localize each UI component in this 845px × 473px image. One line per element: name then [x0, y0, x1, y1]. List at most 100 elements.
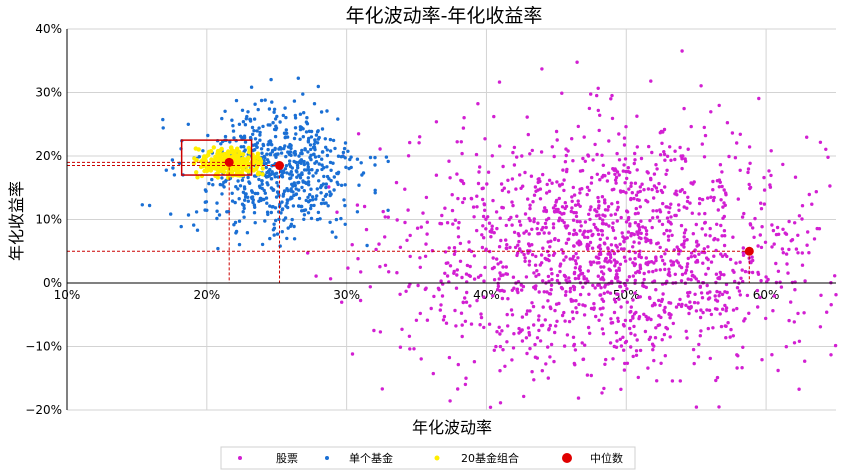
- stock-point: [359, 270, 363, 274]
- stock-point: [613, 178, 618, 182]
- stock-point: [581, 232, 585, 237]
- stock-point: [567, 319, 572, 324]
- stock-point: [571, 185, 575, 190]
- stock-point: [802, 311, 806, 315]
- stock-point: [447, 355, 452, 360]
- stock-point: [538, 263, 542, 267]
- stock-point: [547, 292, 552, 296]
- single-fund-point: [192, 223, 196, 227]
- stock-point: [415, 226, 420, 230]
- stock-point: [462, 197, 467, 201]
- stock-point: [540, 228, 544, 232]
- stock-point: [553, 308, 557, 313]
- stock-point: [739, 276, 743, 280]
- stock-point: [665, 228, 669, 233]
- stock-point: [680, 157, 684, 161]
- stock-point: [794, 247, 799, 251]
- stock-point: [418, 256, 422, 260]
- single-fund-point: [234, 98, 239, 103]
- stock-point: [565, 167, 569, 172]
- stock-point: [508, 245, 512, 250]
- stock-point: [562, 310, 566, 315]
- stock-point: [603, 362, 607, 366]
- stock-point: [525, 351, 529, 356]
- stock-point: [527, 259, 532, 263]
- stock-point: [777, 232, 781, 236]
- single-fund-point: [260, 151, 264, 155]
- portfolio-point: [219, 146, 224, 152]
- stock-point: [673, 272, 677, 276]
- stock-point: [619, 344, 624, 348]
- stock-point: [671, 321, 675, 326]
- stock-point: [699, 84, 703, 88]
- stock-point: [558, 269, 562, 274]
- stock-point: [455, 172, 459, 176]
- stock-point: [511, 203, 515, 208]
- stock-point: [484, 227, 488, 231]
- stock-point: [770, 353, 774, 357]
- stock-point: [660, 338, 664, 342]
- single-fund-point: [252, 211, 257, 215]
- stock-point: [644, 239, 648, 244]
- single-fund-point: [254, 144, 258, 148]
- single-fund-point: [296, 166, 300, 170]
- stock-point: [751, 258, 755, 263]
- stock-point: [555, 180, 559, 184]
- stock-point: [680, 49, 684, 53]
- stock-point: [547, 253, 551, 258]
- single-fund-point: [284, 204, 288, 208]
- stock-point: [760, 225, 764, 229]
- stock-point: [825, 310, 829, 314]
- stock-point: [565, 333, 570, 337]
- stock-point: [523, 259, 527, 263]
- single-fund-point: [233, 200, 237, 205]
- stock-point: [460, 275, 464, 280]
- single-fund-point: [263, 219, 267, 223]
- stock-point: [705, 291, 710, 295]
- stock-point: [759, 207, 764, 211]
- stock-point: [784, 345, 788, 349]
- single-fund-point: [223, 109, 227, 114]
- stock-point: [579, 242, 583, 246]
- stock-point: [711, 198, 716, 203]
- single-fund-point: [332, 188, 336, 192]
- legend-frame: [220, 446, 636, 470]
- stock-point: [649, 79, 653, 83]
- stock-point: [686, 305, 691, 309]
- stock-point: [709, 110, 713, 114]
- stock-point: [720, 170, 724, 174]
- single-fund-point: [297, 196, 302, 201]
- single-fund-point: [261, 124, 265, 129]
- y-tick-label: 30%: [35, 86, 62, 100]
- stock-point: [708, 356, 712, 361]
- single-fund-point: [283, 106, 287, 110]
- stock-point: [697, 342, 701, 347]
- stock-point: [715, 289, 719, 294]
- axes: [66, 29, 836, 410]
- stock-point: [614, 168, 618, 172]
- single-fund-point: [343, 141, 348, 145]
- single-fund-point: [269, 210, 273, 215]
- single-fund-point: [239, 145, 243, 149]
- stock-point: [677, 208, 681, 212]
- stock-point: [667, 210, 671, 215]
- stock-point: [653, 336, 658, 340]
- single-fund-point: [333, 146, 337, 151]
- stock-point: [633, 333, 637, 337]
- stock-point: [585, 192, 589, 197]
- single-fund-point: [306, 162, 310, 166]
- single-fund-point: [257, 199, 261, 203]
- single-fund-point: [273, 134, 278, 139]
- stock-point: [574, 211, 578, 215]
- stock-point: [642, 277, 646, 282]
- stock-point: [425, 232, 429, 236]
- stock-point: [615, 200, 620, 205]
- stock-point: [633, 221, 638, 225]
- portfolio-point: [260, 166, 265, 171]
- stock-point: [532, 378, 536, 382]
- single-fund-point: [256, 191, 260, 196]
- stock-point: [713, 294, 717, 298]
- stock-point: [624, 220, 629, 224]
- stock-point: [625, 209, 629, 213]
- stock-point: [506, 324, 510, 328]
